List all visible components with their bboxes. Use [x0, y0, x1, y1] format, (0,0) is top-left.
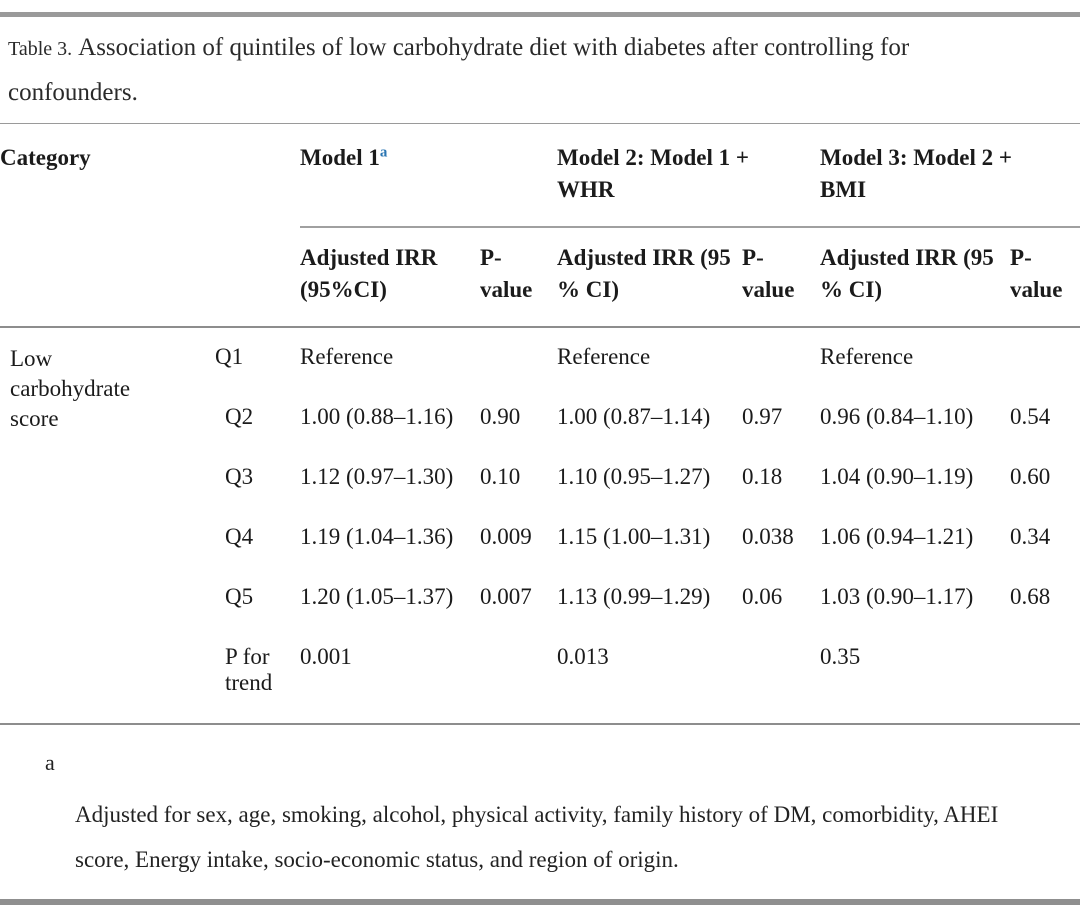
table-caption: Table 3. Association of quintiles of low …: [0, 17, 1060, 114]
row-group-label-text: Low carbohydrate score: [10, 346, 131, 431]
cell-q4-m3-irr: 1.06 (0.94–1.21): [820, 524, 974, 549]
cell-q3-m3-irr: 1.04 (0.90–1.19): [820, 464, 974, 489]
cell-q2-m1-irr: 1.00 (0.88–1.16): [300, 404, 454, 429]
cell-q3-m3-p: 0.60: [1010, 464, 1051, 489]
bottom-divider: [0, 899, 1080, 905]
footnote-text: Adjusted for sex, age, smoking, alcohol,…: [75, 802, 999, 872]
table-row-q4: Q4 1.19 (1.04–1.36) 0.009 1.15 (1.00–1.3…: [0, 508, 1080, 568]
cell-trend-m1-p: [480, 628, 557, 724]
cell-trend-m3: 0.35: [820, 644, 861, 669]
p-for-trend-label: P for trend: [225, 644, 273, 695]
table-row-p-for-trend: P for trend 0.001 0.013 0.35: [0, 628, 1080, 724]
model2-irr-header: Adjusted IRR (95 % CI): [557, 227, 743, 328]
cell-q4-m1-irr: 1.19 (1.04–1.36): [300, 524, 454, 549]
quintile-label: Q3: [225, 464, 254, 489]
subheader-spacer: [0, 227, 300, 328]
cell-q1-m1-irr: Reference: [300, 344, 394, 369]
cell-q3-m1-irr: 1.12 (0.97–1.30): [300, 464, 454, 489]
table-row-q5: Q5 1.20 (1.05–1.37) 0.007 1.13 (0.99–1.2…: [0, 568, 1080, 628]
cell-q4-m2-p: 0.038: [742, 524, 794, 549]
table-row-q1: Low carbohydrate score Q1 Reference Refe…: [0, 327, 1080, 431]
model1-pvalue-header: P-value: [480, 227, 558, 328]
cell-q1-m3-irr: Reference: [820, 344, 914, 369]
row-group-label: Low carbohydrate score: [0, 327, 215, 724]
model2-pvalue-header: P-value: [742, 227, 821, 328]
model1-header: Model 1a: [300, 123, 558, 228]
cell-q1-m1-p: [480, 327, 557, 388]
footnote-marker-a: a: [45, 750, 55, 775]
cell-q5-m1-p: 0.007: [480, 584, 532, 609]
cell-q1-m2-irr: Reference: [557, 344, 651, 369]
results-table: Category Model 1a Model 2: Model 1 + WHR…: [0, 123, 1080, 725]
cell-q3-m2-p: 0.18: [742, 464, 783, 489]
cell-q2-m2-p: 0.97: [742, 404, 783, 429]
cell-q5-m1-irr: 1.20 (1.05–1.37): [300, 584, 454, 609]
quintile-label: Q1: [215, 344, 244, 369]
model3-pvalue-header: P-value: [1010, 227, 1080, 328]
table-row-q3: Q3 1.12 (0.97–1.30) 0.10 1.10 (0.95–1.27…: [0, 448, 1080, 508]
cell-trend-m3-p: [1010, 628, 1080, 724]
cell-q1-m3-p: [1010, 327, 1080, 388]
category-header: Category: [0, 145, 91, 170]
cell-q1-m2-p: [742, 327, 820, 388]
cell-trend-m2: 0.013: [557, 644, 609, 669]
cell-q3-m1-p: 0.10: [480, 464, 521, 489]
table-footnote: a Adjusted for sex, age, smoking, alcoho…: [45, 751, 1080, 882]
cell-q2-m2-irr: 1.00 (0.87–1.14): [557, 404, 711, 429]
model3-header: Model 3: Model 2 + BMI: [820, 123, 1080, 228]
subheader-row: Adjusted IRR (95%CI) P-value Adjusted IR…: [0, 227, 1080, 328]
cell-q4-m1-p: 0.009: [480, 524, 532, 549]
model-header-row: Category Model 1a Model 2: Model 1 + WHR…: [0, 123, 1080, 228]
cell-q5-m2-p: 0.06: [742, 584, 783, 609]
cell-q2-m1-p: 0.90: [480, 404, 521, 429]
cell-q5-m3-p: 0.68: [1010, 584, 1051, 609]
cell-q2-m3-irr: 0.96 (0.84–1.10): [820, 404, 974, 429]
model1-label: Model 1: [300, 145, 380, 170]
cell-q2-m3-p: 0.54: [1010, 404, 1051, 429]
model1-header-text: Model 1a: [300, 142, 518, 174]
quintile-label: Q4: [225, 524, 254, 549]
model3-irr-header: Adjusted IRR (95 % CI): [820, 227, 1011, 328]
model2-label: Model 2: Model 1 + WHR: [557, 145, 749, 202]
caption-text: Association of quintiles of low carbohyd…: [8, 34, 910, 106]
cell-q4-m3-p: 0.34: [1010, 524, 1051, 549]
top-divider: [0, 12, 1080, 17]
footnote-ref-a[interactable]: a: [379, 144, 388, 161]
model3-label: Model 3: Model 2 + BMI: [820, 145, 1012, 202]
quintile-label: Q5: [225, 584, 254, 609]
cell-q5-m3-irr: 1.03 (0.90–1.17): [820, 584, 974, 609]
quintile-label: Q2: [225, 404, 254, 429]
model1-irr-header: Adjusted IRR (95%CI): [300, 227, 480, 328]
cell-q3-m2-irr: 1.10 (0.95–1.27): [557, 464, 711, 489]
cell-q4-m2-irr: 1.15 (1.00–1.31): [557, 524, 711, 549]
model2-header: Model 2: Model 1 + WHR: [557, 123, 821, 228]
cell-trend-m1: 0.001: [300, 644, 352, 669]
cell-q5-m2-irr: 1.13 (0.99–1.29): [557, 584, 711, 609]
cell-trend-m2-p: [742, 628, 820, 724]
table-row-q2: Q2 1.00 (0.88–1.16) 0.90 1.00 (0.87–1.14…: [0, 388, 1080, 448]
table-number-label: Table 3.: [8, 38, 73, 60]
